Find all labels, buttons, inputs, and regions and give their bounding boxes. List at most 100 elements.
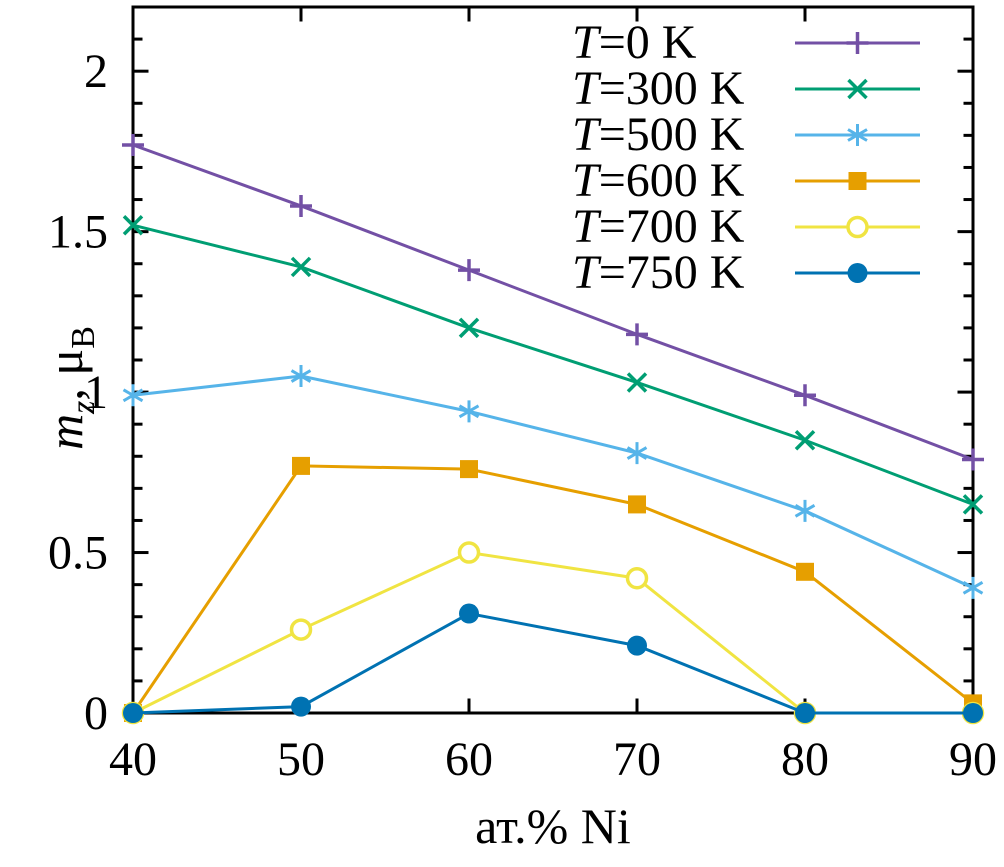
legend-label-symbol: T <box>572 16 602 69</box>
marker-filled-square <box>292 456 310 475</box>
marker-plus <box>794 384 816 407</box>
x-tick-label: 80 <box>781 733 829 786</box>
marker-open-circle <box>625 566 649 590</box>
legend-label-rest: =500 K <box>599 108 745 161</box>
data-point-t-0-k <box>962 448 984 471</box>
marker-filled-square <box>796 562 814 581</box>
legend-sample-marker <box>847 263 868 283</box>
x-tick-label: 40 <box>109 733 157 786</box>
legend-entry-t-0-k: T=0 K <box>572 16 920 69</box>
y-tick-label: 0.5 <box>48 527 108 580</box>
series-line-t-750-k <box>132 611 973 715</box>
data-point-t-300-k <box>122 214 144 236</box>
marker-x <box>962 494 984 515</box>
data-point-t-0-k <box>122 133 144 156</box>
data-point-t-700-k <box>457 541 481 564</box>
ticks-layer <box>131 5 975 715</box>
series-line-t-700-k <box>132 550 973 715</box>
series-t-700-k <box>121 541 985 725</box>
data-point-t-500-k <box>122 384 144 407</box>
data-point-t-750-k <box>795 703 815 723</box>
marker-x <box>847 78 868 100</box>
marker-filled-circle <box>795 703 815 723</box>
marker-filled-circle <box>627 635 647 656</box>
tick-labels-layer: 40 50 60 70 80 90 0 0.5 1 1.5 2 <box>48 45 997 786</box>
data-point-t-750-k <box>459 603 479 624</box>
y-axis-label-text: mz, μB <box>37 326 102 450</box>
marker-plus <box>458 259 480 282</box>
marker-x <box>290 256 312 278</box>
legend-label: T=600 K <box>572 154 745 207</box>
marker-filled-square <box>848 172 867 190</box>
legend-label-symbol: T <box>572 200 602 253</box>
series-t-300-k <box>122 214 984 515</box>
data-point-t-0-k <box>626 323 648 346</box>
y-tick-label: 1.5 <box>48 206 108 259</box>
data-point-t-750-k <box>627 635 647 656</box>
data-point-t-300-k <box>458 317 480 339</box>
legend-label: T=500 K <box>572 108 745 161</box>
y-tick-label: 0 <box>84 687 108 740</box>
x-tick-label: 70 <box>613 733 661 786</box>
series-t-750-k <box>123 603 983 723</box>
legend-sample-marker <box>848 172 867 190</box>
y-axis-label-part: μ <box>37 349 93 376</box>
marker-asterisk <box>458 400 480 423</box>
marker-asterisk <box>626 442 648 465</box>
marker-plus <box>962 448 984 471</box>
marker-asterisk <box>122 384 144 407</box>
x-tick-label: 90 <box>949 733 997 786</box>
y-axis-label-part: , <box>37 376 93 401</box>
marker-asterisk <box>794 499 816 522</box>
data-point-t-600-k <box>628 495 646 514</box>
legend-entry-t-700-k: T=700 K <box>572 200 920 253</box>
marker-filled-circle <box>291 696 311 717</box>
legend-label: T=300 K <box>572 62 745 115</box>
data-point-t-600-k <box>796 562 814 581</box>
data-point-t-500-k <box>458 400 480 423</box>
marker-filled-circle <box>123 703 143 723</box>
series-t-600-k <box>124 456 982 722</box>
marker-plus <box>122 133 144 156</box>
x-axis-label: ат.% Ni <box>475 798 631 854</box>
data-point-t-0-k <box>794 384 816 407</box>
series-layer <box>121 133 985 725</box>
legend-sample-marker <box>846 32 869 54</box>
legend-sample-marker <box>846 215 869 239</box>
series-line-t-0-k <box>132 143 974 461</box>
y-tick-label: 2 <box>84 45 108 98</box>
marker-x <box>458 317 480 339</box>
marker-filled-circle <box>847 263 868 283</box>
legend-entry-t-500-k: T=500 K <box>572 108 920 161</box>
marker-x <box>122 214 144 236</box>
data-point-t-700-k <box>289 618 313 641</box>
data-point-t-600-k <box>460 460 478 479</box>
marker-asterisk <box>847 124 868 146</box>
legend-label-symbol: T <box>572 246 602 299</box>
legend-sample-marker <box>847 124 868 146</box>
y-axis-label-part: B <box>65 326 102 349</box>
legend-label-rest: =600 K <box>599 154 745 207</box>
legend: T=0 KT=300 KT=500 KT=600 KT=700 KT=750 K <box>572 16 920 299</box>
marker-plus <box>290 194 312 217</box>
data-point-t-600-k <box>292 456 310 475</box>
legend-label: T=0 K <box>572 16 697 69</box>
legend-label-symbol: T <box>572 154 602 207</box>
marker-plus <box>626 323 648 346</box>
series-line-t-300-k <box>132 223 974 506</box>
marker-x <box>794 429 816 451</box>
series-line-t-600-k <box>131 464 974 714</box>
data-point-t-500-k <box>626 442 648 465</box>
data-point-t-500-k <box>962 576 984 599</box>
y-axis-label-part: z <box>65 401 102 415</box>
marker-open-circle <box>846 215 869 239</box>
marker-x <box>626 372 648 393</box>
x-tick-label: 60 <box>445 733 493 786</box>
marker-open-circle <box>457 541 481 564</box>
y-tick-label: 1 <box>84 366 108 419</box>
legend-sample-marker <box>847 78 868 100</box>
data-point-t-500-k <box>290 365 312 388</box>
series-t-0-k <box>122 133 984 471</box>
legend-label-rest: =300 K <box>599 62 745 115</box>
